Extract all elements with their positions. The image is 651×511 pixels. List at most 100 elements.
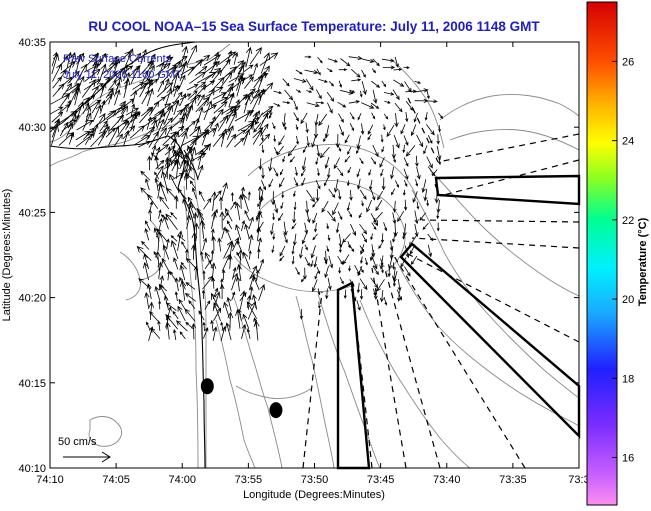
current-vector [371, 222, 377, 231]
current-vector [202, 270, 206, 280]
current-vector [232, 266, 237, 280]
current-vector [302, 145, 308, 154]
current-vector [203, 54, 222, 66]
current-vector [156, 108, 165, 129]
current-vector [338, 267, 342, 274]
current-vector [202, 127, 217, 138]
current-vector [335, 222, 340, 234]
current-vector [225, 207, 233, 222]
current-vector [270, 223, 274, 236]
current-vector [405, 100, 414, 111]
current-vector [306, 102, 320, 108]
current-vector [359, 189, 367, 200]
current-vector [316, 68, 321, 76]
current-vector [311, 134, 317, 148]
current-vector [392, 200, 397, 213]
x-tick-label: 73:50 [301, 474, 329, 486]
current-vector [145, 220, 151, 231]
current-vector [122, 65, 134, 75]
current-vector [234, 201, 241, 221]
current-vector [146, 321, 151, 330]
current-vector [258, 258, 265, 272]
y-tick-label: 40:20 [18, 293, 46, 305]
current-vector [179, 331, 186, 340]
current-vector [324, 265, 329, 279]
x-axis-ticks: 74:10 74:05 74:00 73:55 73:50 73:45 73:40 73:35… [36, 42, 590, 486]
current-vector [405, 111, 409, 123]
current-vector [158, 209, 162, 219]
current-vector [306, 211, 311, 224]
current-vector [366, 199, 372, 213]
current-vector [197, 143, 212, 161]
current-vector [327, 168, 331, 179]
current-vector [100, 99, 106, 114]
current-vector [392, 89, 400, 101]
current-vector [310, 245, 316, 259]
current-vector [177, 235, 186, 242]
current-vector [174, 159, 181, 179]
current-vector [203, 104, 218, 113]
current-vector [243, 128, 250, 146]
current-vector [130, 103, 136, 117]
current-vector [173, 257, 179, 270]
current-vector [324, 156, 330, 169]
current-vector [61, 82, 73, 98]
current-vector [173, 149, 186, 162]
radial-dash-line [383, 265, 441, 468]
current-vector [163, 77, 170, 92]
current-vector [372, 89, 378, 104]
radial-lines [302, 97, 579, 468]
current-vector [257, 185, 263, 201]
current-vector [428, 135, 433, 144]
current-vector [348, 265, 352, 272]
current-vector [337, 167, 344, 177]
current-vector [356, 168, 361, 178]
current-vector [305, 122, 309, 134]
current-vector [371, 80, 381, 88]
current-vector [259, 189, 264, 203]
radial-dash-line [393, 255, 526, 468]
current-vector [148, 301, 155, 321]
current-vector [349, 112, 355, 120]
current-vector [243, 76, 254, 89]
current-vector [254, 112, 264, 126]
current-vector [154, 155, 159, 170]
current-vector [159, 275, 165, 291]
current-vector [169, 270, 177, 281]
current-vector [316, 266, 321, 275]
current-vector [113, 81, 121, 97]
current-vector [66, 51, 73, 68]
current-vector [219, 210, 225, 229]
x-tick-label: 74:10 [36, 474, 64, 486]
current-vector [293, 190, 296, 198]
current-vector [351, 69, 361, 78]
current-vector [150, 327, 161, 339]
current-vector [85, 105, 92, 123]
current-vector [359, 289, 364, 300]
current-vector [381, 58, 395, 63]
current-vector [306, 136, 310, 147]
colorbar-tick-label: 22 [622, 215, 634, 227]
current-vector [123, 129, 130, 147]
current-vector [327, 210, 336, 222]
current-vector [368, 179, 373, 191]
current-vector [170, 131, 180, 146]
current-vector [386, 124, 395, 138]
current-vector [114, 100, 126, 116]
current-vector [377, 190, 384, 201]
current-vector [220, 128, 228, 148]
current-vector [249, 47, 262, 65]
current-vector [226, 220, 233, 230]
current-vector [280, 202, 284, 210]
current-vector [370, 157, 377, 165]
current-vector [234, 64, 245, 82]
current-vector [161, 117, 174, 130]
current-vector [99, 120, 108, 132]
current-vector [180, 66, 195, 76]
current-vector [259, 133, 271, 146]
current-vector [155, 250, 161, 271]
current-vector [350, 223, 356, 237]
current-vector [349, 189, 353, 201]
current-vector [76, 119, 94, 131]
current-vector [173, 99, 180, 116]
